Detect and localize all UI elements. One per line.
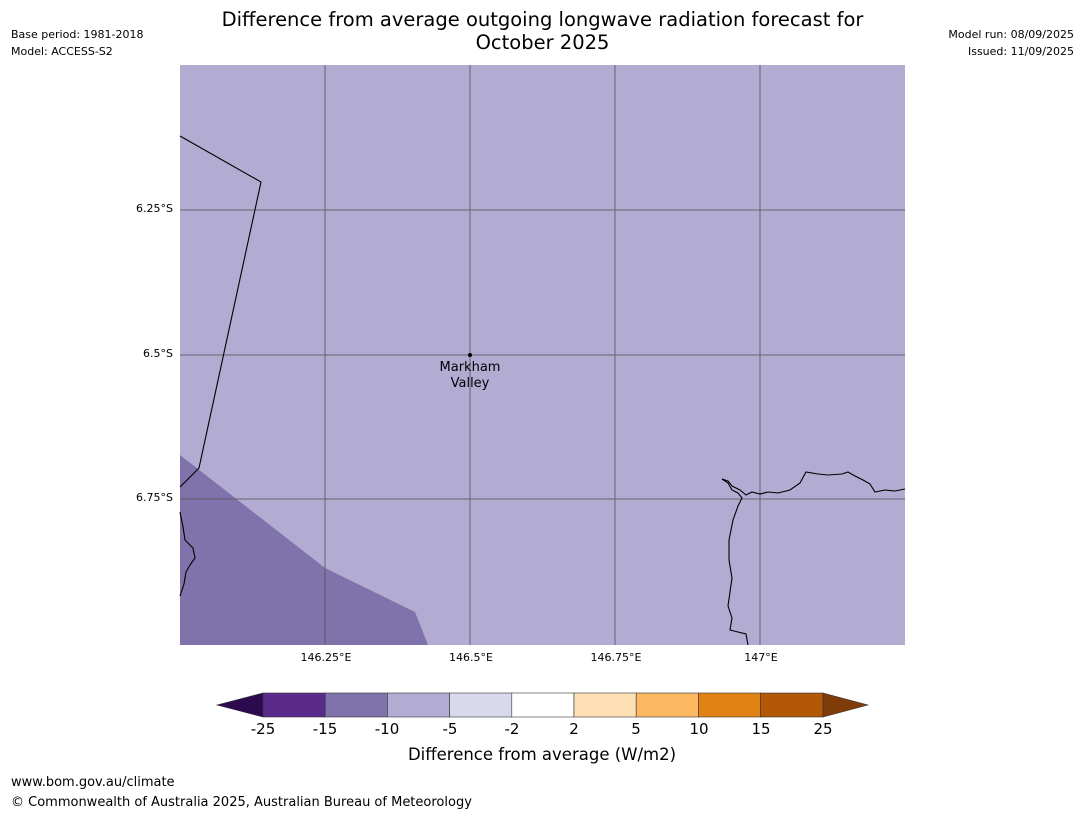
markham-valley-marker — [468, 353, 472, 357]
legend-tick: -25 — [250, 720, 276, 738]
colorbar-segment-4 — [449, 692, 513, 718]
place-label-markham-valley: Markham Valley — [420, 360, 520, 392]
colorbar-segment-5 — [511, 692, 575, 718]
latitude-label-6-5: 6.5°S — [143, 347, 173, 360]
graticule — [180, 65, 905, 645]
legend-title: Difference from average (W/m2) — [407, 745, 677, 764]
legend-tick: 10 — [689, 720, 709, 738]
header-right-meta: Model run: 08/09/2025 Issued: 11/09/2025 — [948, 26, 1074, 60]
legend-tick: -5 — [442, 720, 458, 738]
longitude-label-146-75: 146.75°E — [590, 651, 642, 664]
place-label-line2: Valley — [450, 376, 490, 391]
issued-text: Issued: 11/09/2025 — [967, 45, 1074, 58]
map-title: Difference from average outgoing longwav… — [180, 8, 905, 54]
header-left-meta: Base period: 1981-2018 Model: ACCESS-S2 — [11, 26, 143, 60]
legend-tick: 2 — [569, 720, 579, 738]
place-label-line1: Markham — [439, 360, 501, 375]
colorbar-extend-low — [215, 692, 264, 718]
model-text: Model: ACCESS-S2 — [11, 45, 113, 58]
longitude-label-147: 147°E — [744, 651, 778, 664]
legend-tick: 25 — [813, 720, 833, 738]
colorbar-segment-1 — [262, 692, 326, 718]
colorbar-segment-8 — [698, 692, 761, 718]
latitude-label-6-75: 6.75°S — [136, 491, 173, 504]
latitude-label-6-25: 6.25°S — [136, 202, 173, 215]
legend-tick: -10 — [374, 720, 400, 738]
legend-tick: -2 — [504, 720, 520, 738]
base-period-text: Base period: 1981-2018 — [11, 28, 144, 41]
colorbar — [215, 692, 870, 718]
colorbar-segment-9 — [760, 692, 824, 718]
map-title-line1: Difference from average outgoing longwav… — [221, 8, 864, 31]
colorbar-extend-high — [822, 692, 870, 718]
footer-copyright: © Commonwealth of Australia 2025, Austra… — [11, 795, 472, 810]
legend-tick: 5 — [631, 720, 641, 738]
model-run-text: Model run: 08/09/2025 — [948, 28, 1074, 41]
coastline-right — [721, 471, 906, 646]
forecast-fill-lower-left — [180, 455, 428, 645]
footer-url: www.bom.gov.au/climate — [11, 775, 175, 790]
coastline-left — [179, 511, 196, 597]
legend-tick: 15 — [751, 720, 771, 738]
legend-tick: -15 — [312, 720, 338, 738]
colorbar-segment-3 — [387, 692, 450, 718]
colorbar-segment-6 — [573, 692, 637, 718]
colorbar-segment-2 — [324, 692, 388, 718]
district-boundary-line — [179, 135, 262, 488]
map-title-line2: October 2025 — [475, 31, 610, 54]
colorbar-segment-7 — [635, 692, 699, 718]
longitude-label-146-5: 146.5°E — [449, 651, 493, 664]
longitude-label-146-25: 146.25°E — [300, 651, 352, 664]
